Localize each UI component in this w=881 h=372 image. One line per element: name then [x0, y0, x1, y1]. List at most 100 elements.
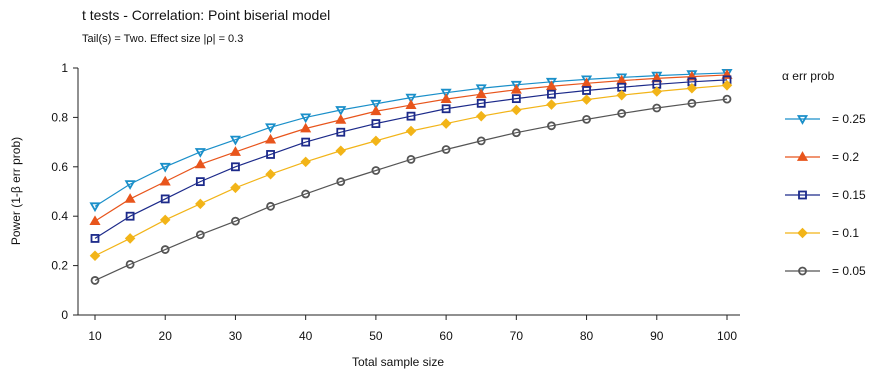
data-point: [335, 145, 347, 157]
data-point: [371, 119, 381, 128]
data-point: [687, 98, 697, 108]
data-point: [545, 77, 557, 88]
data-point: [90, 234, 100, 243]
data-point: [301, 137, 311, 147]
data-point: [265, 123, 277, 134]
data-point: [510, 80, 522, 91]
data-point: [406, 154, 416, 164]
data-point: [441, 145, 451, 154]
x-tick-label: 50: [369, 329, 383, 343]
data-point: [159, 214, 171, 226]
x-tick-label: 90: [650, 329, 664, 343]
data-point: [651, 86, 663, 97]
series-5: [90, 94, 732, 285]
data-point: [475, 88, 487, 99]
data-point: [89, 250, 101, 261]
data-point: [266, 201, 275, 211]
data-point: [722, 94, 732, 104]
y-tick-label: 1: [61, 61, 68, 75]
data-point: [406, 111, 416, 121]
data-point: [686, 82, 698, 94]
data-point: [721, 80, 733, 91]
x-tick-label: 30: [229, 329, 243, 343]
data-point: [616, 89, 627, 101]
data-point: [300, 113, 312, 124]
data-point: [336, 127, 346, 137]
data-point: [300, 156, 311, 168]
x-tick-label: 70: [510, 329, 524, 343]
data-point: [545, 80, 557, 91]
data-point: [195, 230, 205, 240]
data-point: [89, 215, 101, 226]
data-point: [124, 233, 136, 244]
legend-label: = 0.2: [832, 150, 859, 164]
data-point: [160, 194, 170, 204]
data-point: [511, 128, 521, 138]
legend-marker: [796, 151, 809, 161]
data-point: [335, 106, 347, 116]
data-point: [125, 259, 135, 269]
data-point: [194, 148, 206, 158]
data-point: [546, 99, 557, 110]
data-point: [335, 114, 347, 124]
series-line: [94, 84, 728, 257]
y-tick-label: 0.8: [51, 110, 68, 124]
data-point: [510, 83, 522, 94]
data-point: [160, 245, 170, 254]
data-point: [336, 177, 346, 187]
data-point: [90, 276, 100, 285]
y-tick-label: 0.4: [51, 209, 68, 223]
data-point: [440, 118, 452, 129]
data-point: [159, 175, 171, 186]
x-tick-label: 40: [299, 329, 313, 343]
legend-marker: [797, 227, 808, 239]
legend-label: = 0.15: [832, 188, 866, 202]
data-point: [265, 168, 276, 180]
data-point: [370, 105, 382, 116]
axes: 10 20 30 40 50 60 70 80 90 100 0 0.2 0.4 0.6 0.8 1: [51, 61, 740, 343]
data-point: [475, 110, 487, 122]
data-point: [511, 94, 521, 104]
legend: = 0.25 = 0.2 = 0.15 = 0.1 = 0.05: [785, 112, 866, 278]
data-point: [440, 88, 452, 99]
data-point: [475, 84, 487, 95]
series-1: [89, 69, 733, 213]
data-point: [125, 211, 135, 221]
data-point: [159, 162, 171, 173]
legend-item-3: = 0.15: [785, 188, 866, 202]
data-point: [581, 75, 593, 86]
data-point: [476, 136, 486, 146]
data-point: [582, 114, 591, 124]
data-point: [229, 135, 241, 146]
data-point: [405, 125, 417, 137]
data-point: [229, 146, 241, 156]
x-axis-label: Total sample size: [352, 355, 444, 369]
data-point: [371, 166, 381, 175]
legend-label: = 0.1: [832, 226, 859, 240]
data-point: [441, 104, 451, 114]
data-point: [652, 103, 662, 113]
data-point: [194, 158, 206, 169]
y-tick-label: 0.2: [51, 259, 68, 273]
series-line: [94, 98, 728, 281]
data-point: [89, 202, 101, 213]
data-point: [265, 133, 277, 144]
legend-marker: [796, 115, 809, 125]
data-point: [405, 99, 417, 109]
legend-marker: [798, 266, 807, 276]
data-point: [405, 93, 417, 104]
data-point: [195, 177, 205, 187]
y-axis-label: Power (1-β err prob): [9, 137, 23, 245]
series-layer: [89, 69, 733, 285]
x-tick-label: 20: [159, 329, 173, 343]
data-point: [124, 180, 136, 190]
legend-item-5: = 0.05: [785, 264, 866, 278]
data-point: [582, 86, 591, 95]
data-point: [581, 77, 593, 88]
chart-title: t tests - Correlation: Point biserial mo…: [82, 7, 330, 23]
legend-item-2: = 0.2: [785, 150, 859, 164]
legend-title: α err prob: [782, 69, 835, 83]
data-point: [616, 73, 628, 84]
x-tick-label: 80: [580, 329, 594, 343]
